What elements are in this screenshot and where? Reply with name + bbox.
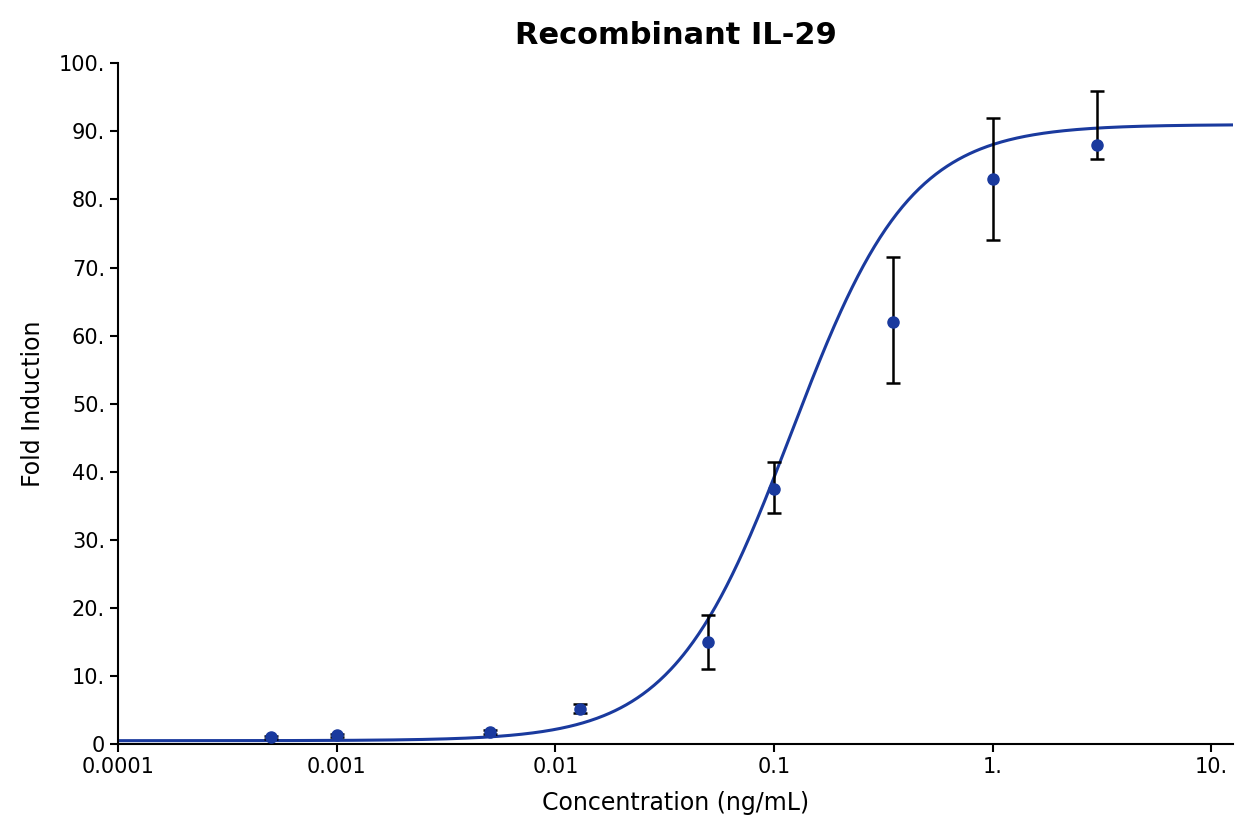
X-axis label: Concentration (ng/mL): Concentration (ng/mL) <box>542 791 809 815</box>
Y-axis label: Fold Induction: Fold Induction <box>21 320 45 487</box>
Title: Recombinant IL-29: Recombinant IL-29 <box>515 21 836 50</box>
